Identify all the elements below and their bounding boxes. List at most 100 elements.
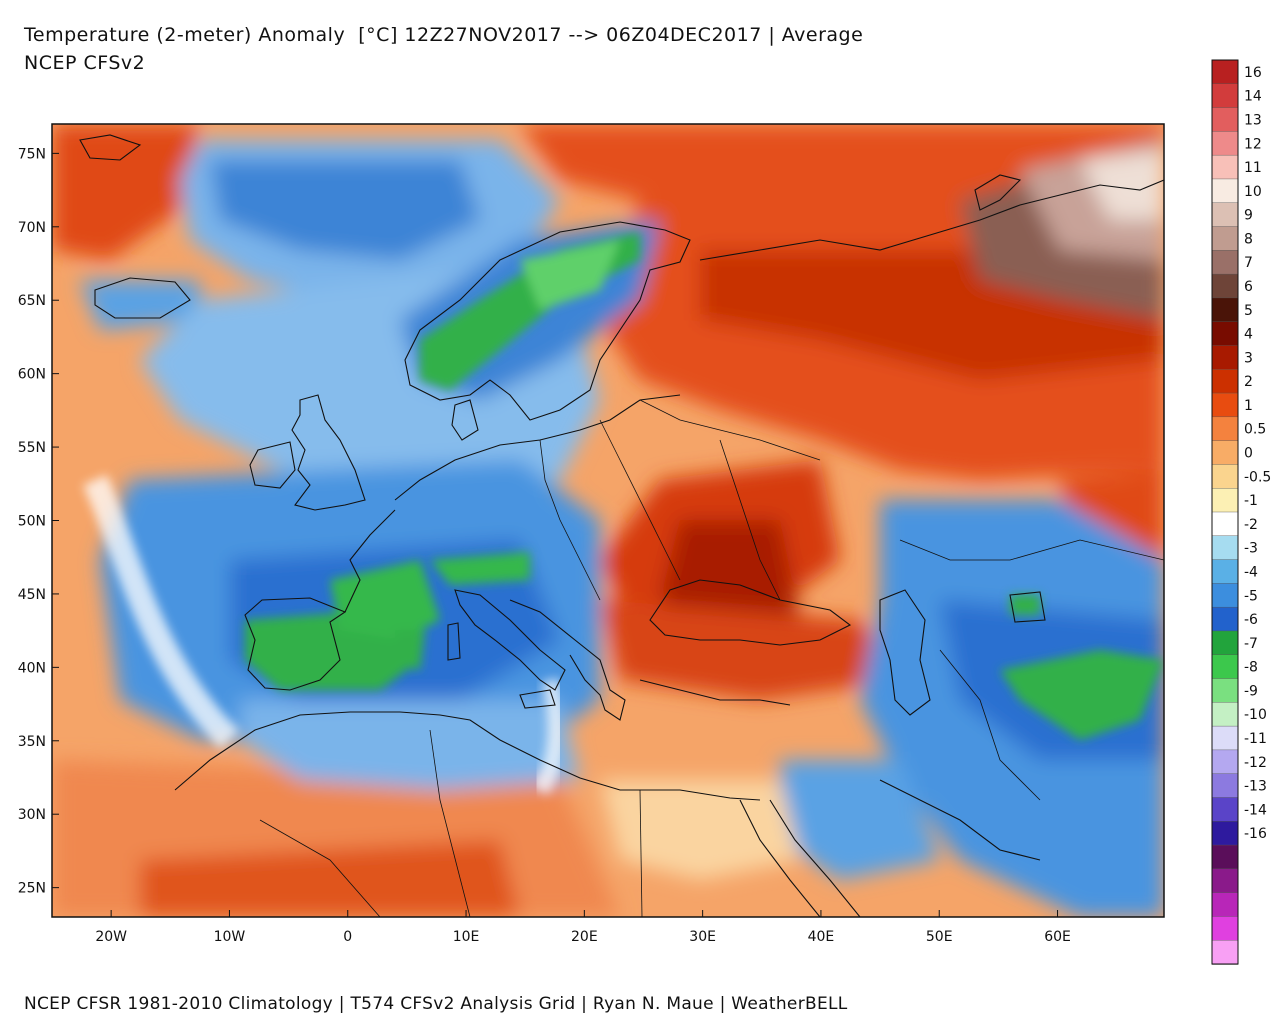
colorbar-label: -8 (1244, 660, 1258, 676)
border-line-4 (719, 439, 781, 601)
colorbar-swatch (1211, 535, 1239, 561)
colorbar-swatch (1211, 321, 1239, 347)
colorbar-swatch (1211, 606, 1239, 632)
svalbard-coast (79, 134, 142, 161)
arctic-coast (699, 179, 1164, 261)
colorbar: 16 14 13 12 11 10 9 8 7 6 5 4 3 2 1 0.5 0 -0.5 -1 -2 -3 -4 -5 -… (1211, 59, 1271, 965)
colorbar-swatch (1211, 440, 1239, 466)
colorbar-swatch (1211, 654, 1239, 680)
colorbar-swatch (1211, 83, 1239, 109)
lat-tick-label: 45N (18, 587, 46, 603)
colorbar-label: 8 (1244, 231, 1253, 247)
border-line-6 (429, 729, 471, 917)
colorbar-label: -5 (1244, 588, 1258, 604)
colorbar-label: -9 (1244, 683, 1258, 699)
colorbar-label: 13 (1244, 112, 1262, 128)
colorbar-frame (1211, 59, 1239, 965)
colorbar-label: 14 (1244, 89, 1262, 105)
sicily-coast (519, 689, 556, 709)
lon-tick-label: 20W (95, 929, 127, 945)
lon-tick-label: 50E (926, 929, 953, 945)
anomaly-field (52, 124, 1164, 917)
colorbar-swatch (1211, 250, 1239, 275)
lat-tick-label: 35N (18, 734, 46, 750)
model-subtitle: NCEP CFSv2 (24, 52, 146, 74)
colorbar-swatch (1211, 821, 1239, 846)
britain-coast (291, 394, 366, 511)
border-line-5 (259, 819, 381, 917)
aral-coast (1009, 591, 1046, 623)
colorbar-swatch (1211, 511, 1239, 537)
colorbar-swatch (1211, 678, 1239, 704)
colorbar-label: 6 (1244, 279, 1253, 295)
border-line-7 (639, 789, 643, 917)
colorbar-swatch (1211, 297, 1239, 323)
balkan-coast (509, 599, 626, 721)
colorbar-label: -10 (1244, 707, 1267, 723)
colorbar-swatch (1211, 416, 1239, 442)
colorbar-swatch (1211, 392, 1239, 418)
sardinia-coast (447, 622, 461, 661)
field-cold-cores (245, 232, 1164, 740)
border-line-9 (939, 649, 1041, 801)
iceland-coast (94, 277, 191, 319)
colorbar-swatch (1211, 916, 1239, 941)
border-line-3 (639, 399, 821, 461)
colorbar-label: 1 (1244, 398, 1253, 414)
black-sea-coast (649, 579, 852, 646)
denmark-coast (451, 399, 479, 441)
colorbar-label: 7 (1244, 255, 1253, 271)
caspian-coast (879, 589, 931, 716)
iberia-coast (244, 597, 347, 691)
north-africa-coast (174, 711, 761, 801)
turkey-coast (639, 679, 791, 706)
italy-coast (454, 589, 566, 691)
novaya-zemlya-coast (974, 174, 1022, 211)
colorbar-label: 5 (1244, 303, 1253, 319)
lat-tick-label: 70N (18, 220, 46, 236)
colorbar-swatch (1211, 226, 1239, 252)
colorbar-swatch (1211, 725, 1239, 751)
coastlines (79, 134, 1164, 917)
colorbar-swatch (1211, 844, 1239, 870)
lat-tick-label: 65N (18, 293, 46, 309)
colorbar-label: 11 (1244, 160, 1262, 176)
lat-tick-label: 50N (18, 514, 46, 530)
colorbar-swatch (1211, 797, 1239, 822)
colorbar-swatch (1211, 369, 1239, 394)
lat-tick-label: 30N (18, 807, 46, 823)
colorbar-label: 16 (1244, 65, 1262, 81)
lon-tick-label: 10E (453, 929, 480, 945)
colorbar-label: 2 (1244, 374, 1253, 390)
lon-tick-label: 40E (808, 929, 835, 945)
colorbar-label: -3 (1244, 541, 1258, 557)
colorbar-swatch (1211, 559, 1239, 585)
credit-footer: NCEP CFSR 1981-2010 Climatology | T574 C… (24, 994, 848, 1014)
colorbar-label: -12 (1244, 755, 1267, 771)
colorbar-swatch (1211, 154, 1239, 180)
colorbar-label: -0.5 (1244, 469, 1271, 485)
lon-tick-label: 0 (343, 929, 352, 945)
lat-tick-label: 60N (18, 367, 46, 383)
colorbar-label: 4 (1244, 327, 1253, 343)
colorbar-swatch (1211, 131, 1239, 156)
colorbar-label: -16 (1244, 826, 1267, 842)
lon-tick-label: 20E (571, 929, 598, 945)
colorbar-label: 0 (1244, 446, 1253, 462)
map-title: Temperature (2-meter) Anomaly [°C] 12Z27… (24, 24, 864, 46)
colorbar-swatch (1211, 488, 1239, 513)
red-sea-east-coast (769, 799, 861, 917)
colorbar-label: -2 (1244, 517, 1258, 533)
lat-tick-label: 25N (18, 881, 46, 897)
colorbar-swatch (1211, 940, 1239, 965)
colorbar-swatch (1211, 749, 1239, 775)
colorbar-swatch (1211, 107, 1239, 133)
colorbar-label: -7 (1244, 636, 1258, 652)
colorbar-swatch (1211, 630, 1239, 656)
colorbar-swatch (1211, 59, 1239, 85)
colorbar-label: -11 (1244, 731, 1267, 747)
gulf-coast (879, 779, 1041, 861)
lon-tick-label: 60E (1044, 929, 1071, 945)
colorbar-label: -14 (1244, 802, 1267, 818)
